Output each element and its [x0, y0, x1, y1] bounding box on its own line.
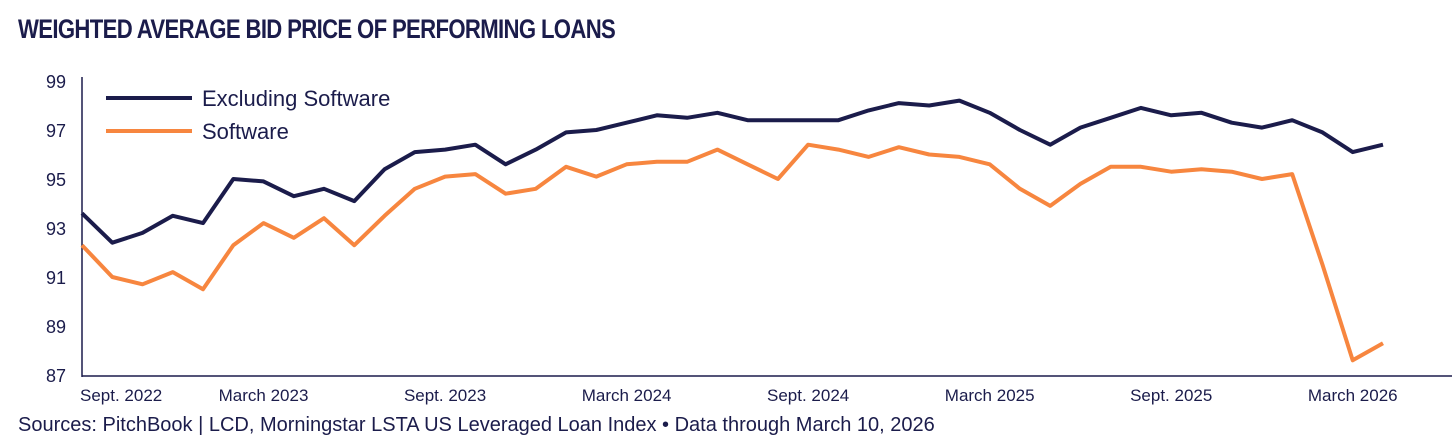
series-line-software — [80, 142, 1384, 363]
legend-label: Excluding Software — [202, 86, 390, 111]
x-tick-label: Sept. 2025 — [1130, 386, 1212, 405]
chart-title: WEIGHTED AVERAGE BID PRICE OF PERFORMING… — [18, 14, 616, 44]
x-tick-label: Sept. 2024 — [767, 386, 849, 405]
y-tick-label: 97 — [46, 121, 66, 141]
x-tick-label: March 2026 — [1308, 386, 1398, 405]
y-tick-label: 87 — [46, 366, 66, 386]
source-note: Sources: PitchBook | LCD, Morningstar LS… — [18, 414, 935, 436]
x-tick-label: March 2025 — [945, 386, 1035, 405]
x-tick-label: Sept. 2023 — [404, 386, 486, 405]
series-line-excluding-software — [80, 98, 1384, 245]
y-axis: 87 89 91 93 95 97 99 — [46, 72, 83, 386]
x-tick-label: March 2024 — [582, 386, 672, 405]
y-tick-label: 91 — [46, 268, 66, 288]
y-tick-label: 99 — [46, 72, 66, 92]
series-lines — [80, 98, 1384, 363]
x-tick-label: March 2023 — [219, 386, 309, 405]
x-axis: Sept. 2022 March 2023 Sept. 2023 March 2024… — [80, 375, 1452, 405]
y-tick-label: 93 — [46, 219, 66, 239]
y-tick-label: 95 — [46, 170, 66, 190]
legend-label: Software — [202, 119, 289, 144]
legend: Excluding Software Software — [106, 86, 390, 144]
x-tick-label: Sept. 2022 — [80, 386, 162, 405]
y-tick-label: 89 — [46, 317, 66, 337]
